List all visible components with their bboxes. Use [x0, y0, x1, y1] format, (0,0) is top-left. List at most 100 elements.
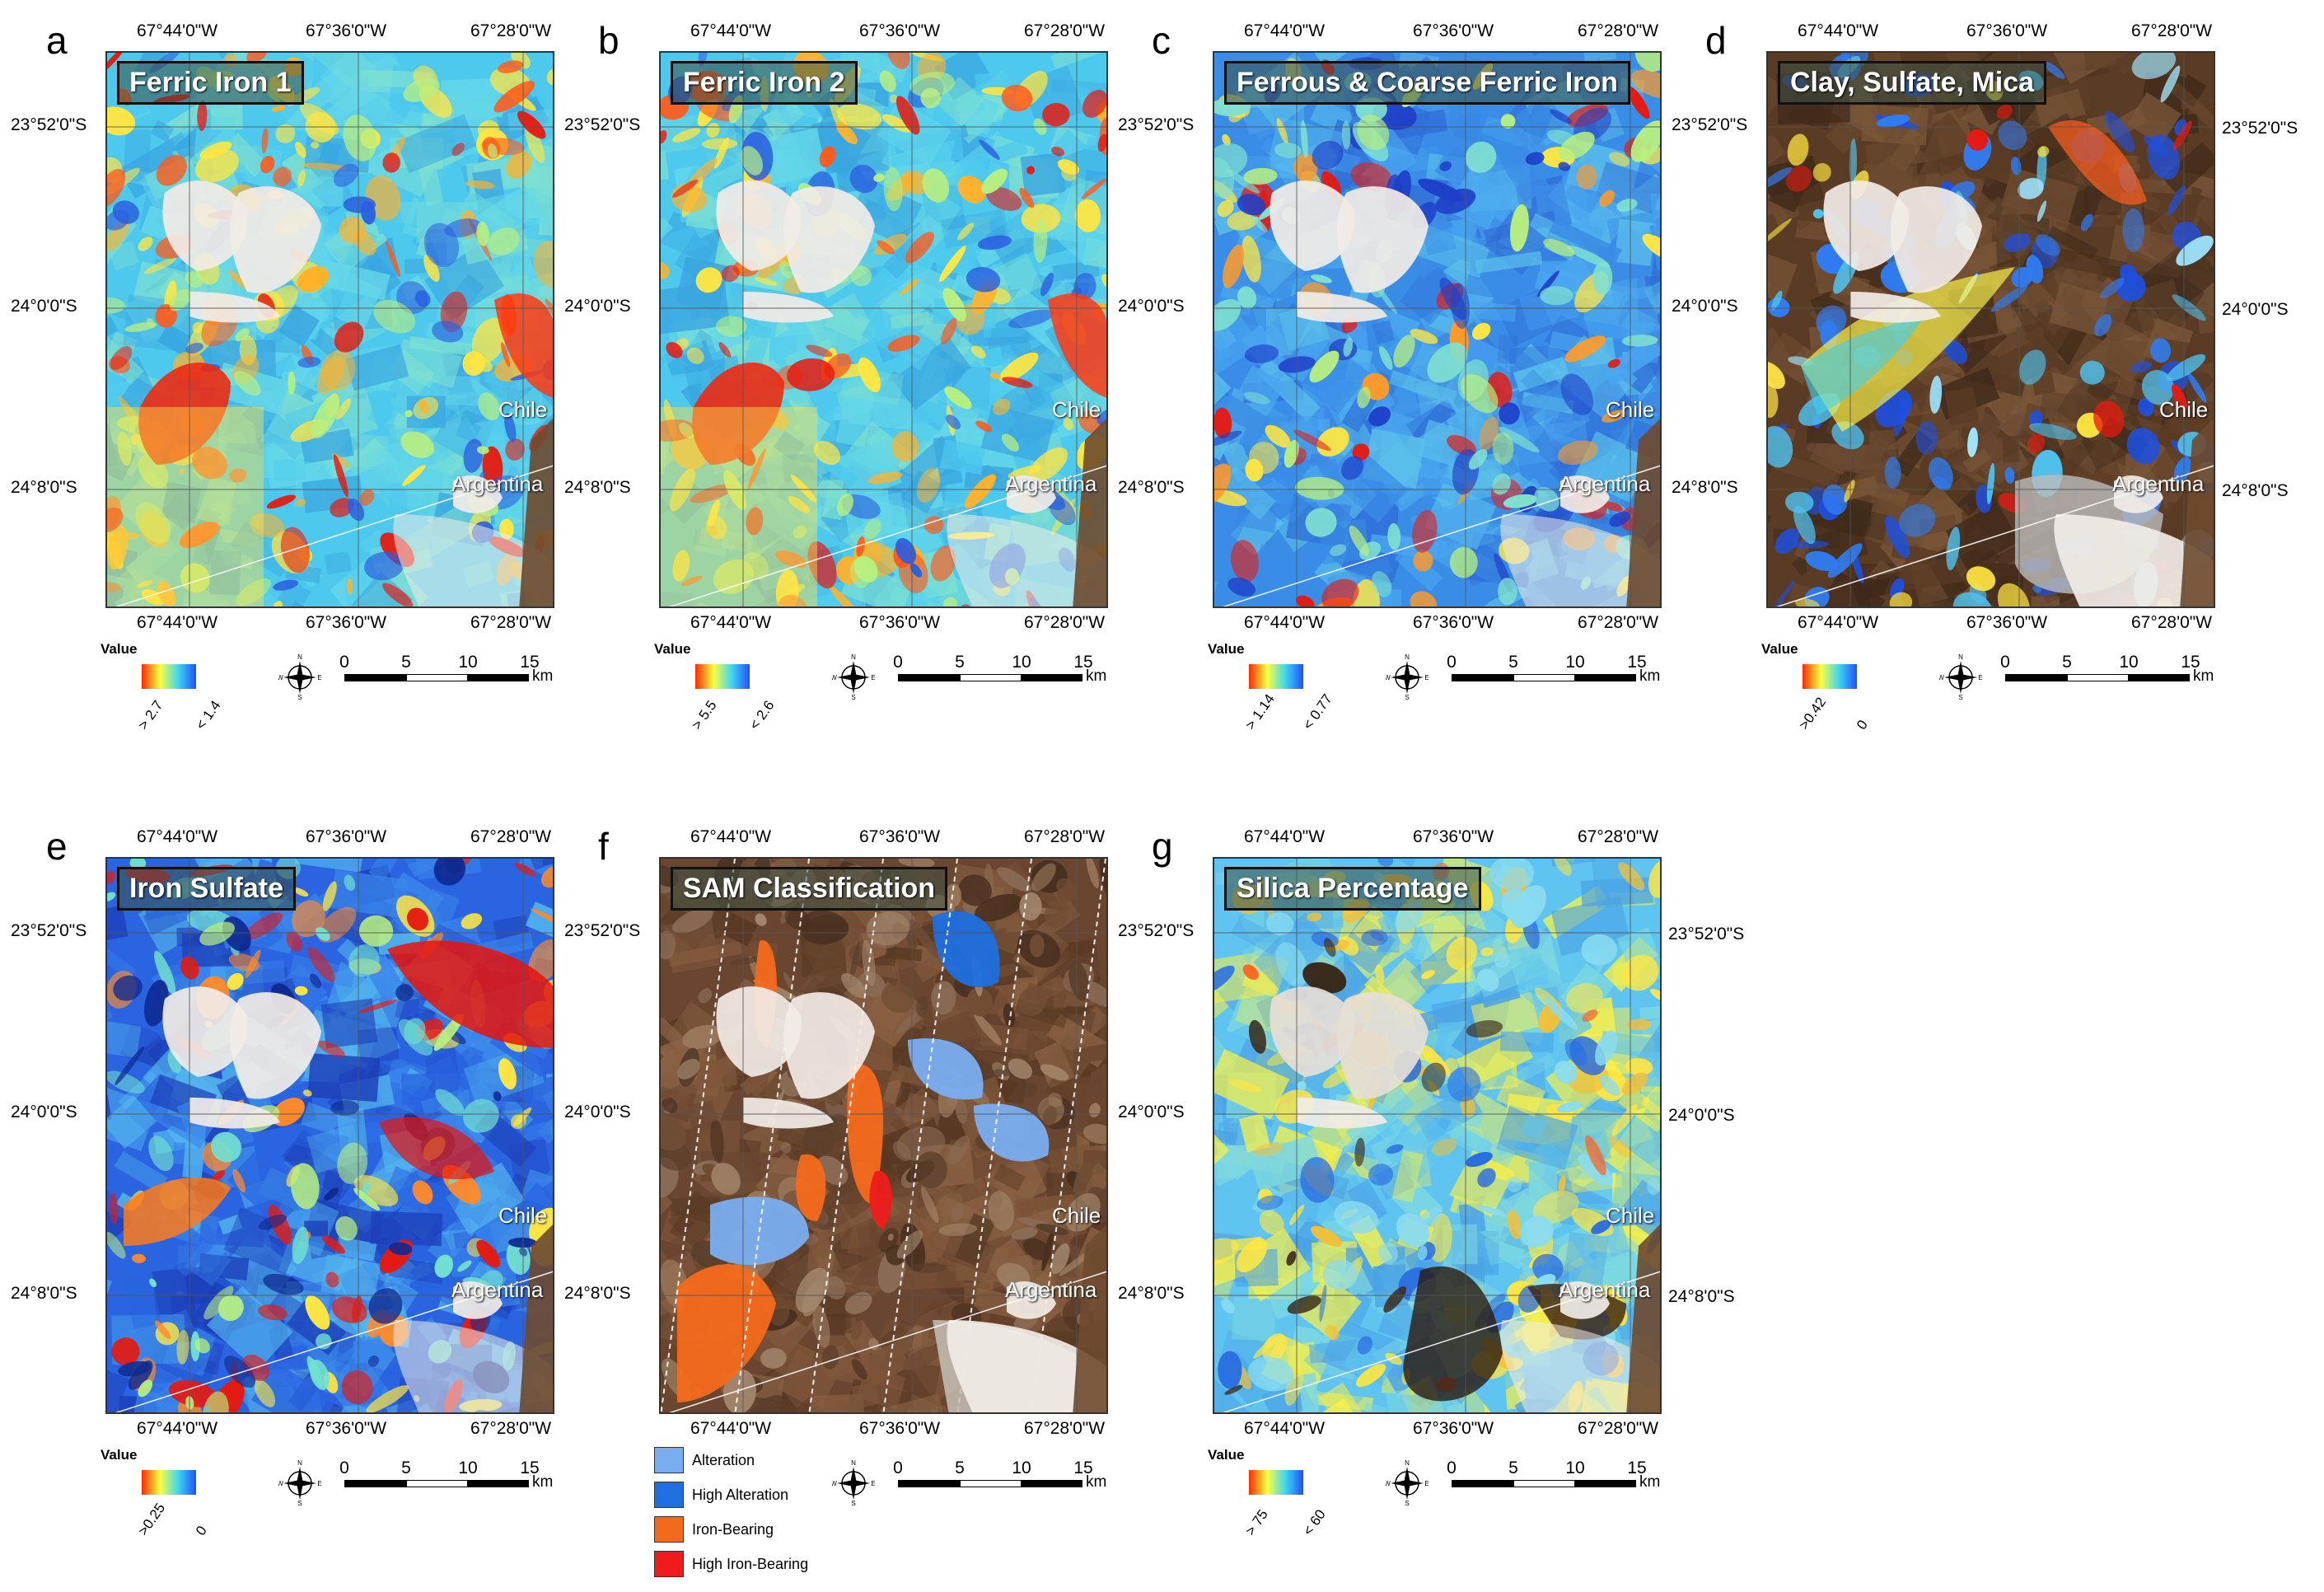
- map-title: Ferric Iron 2: [671, 61, 858, 105]
- bottom-lon-tick: 67°36'0"W: [1413, 613, 1494, 632]
- sam-legend-item: Iron-Bearing: [654, 1516, 774, 1543]
- scale-segment: [1575, 1480, 1636, 1487]
- scale-label: 10: [1565, 653, 1585, 672]
- place-label-argentina: Argentina: [1005, 1277, 1097, 1302]
- legend-title: Value: [101, 641, 138, 657]
- legend-title: Value: [1208, 1447, 1245, 1463]
- map-title: Ferric Iron 1: [117, 61, 304, 105]
- left-lat-tick: 24°8'0"S: [564, 478, 631, 497]
- scale-label: 5: [955, 1459, 965, 1477]
- svg-text:E: E: [1424, 674, 1429, 681]
- scale-label: 15: [1073, 653, 1093, 672]
- map-panel-a: Ferric Iron 1 Chile Argentina: [105, 51, 554, 608]
- sam-legend-label: High Iron-Bearing: [692, 1555, 809, 1572]
- scale-label: 10: [458, 653, 478, 672]
- panel-letter: g: [1152, 825, 1173, 868]
- left-lat-tick: 23°52'0"S: [564, 921, 641, 940]
- place-label-chile: Chile: [2159, 397, 2209, 422]
- top-lon-tick: 67°44'0"W: [1244, 21, 1326, 40]
- place-label-argentina: Argentina: [2112, 471, 2205, 496]
- svg-text:W: W: [832, 674, 837, 681]
- legend-high-label: > 2.7: [135, 697, 166, 733]
- color-ramp: [1803, 664, 1857, 689]
- svg-text:E: E: [871, 1480, 875, 1487]
- top-lon-tick: 67°36'0"W: [1413, 827, 1494, 846]
- svg-text:N: N: [297, 1459, 302, 1467]
- raster-image: [107, 859, 553, 1412]
- svg-text:S: S: [297, 694, 302, 700]
- sam-legend-item: High Iron-Bearing: [654, 1551, 808, 1577]
- scale-segment: [406, 674, 468, 681]
- raster-image: [661, 53, 1106, 606]
- bottom-lon-tick: 67°44'0"W: [137, 1419, 218, 1438]
- left-lat-tick: 24°0'0"S: [564, 297, 631, 316]
- map-panel-e: Iron Sulfate Chile Argentina: [105, 857, 554, 1414]
- place-label-argentina: Argentina: [1005, 471, 1097, 496]
- svg-text:S: S: [851, 1500, 855, 1506]
- right-lat-tick: 23°52'0"S: [2222, 119, 2298, 138]
- scale-unit: km: [532, 1473, 554, 1491]
- scale-bar: 0 5 10 15 km: [893, 653, 1112, 689]
- scale-segment: [1513, 1480, 1575, 1487]
- color-ramp: [695, 664, 750, 689]
- left-lat-tick: 23°52'0"S: [1118, 115, 1195, 134]
- map-raster: Ferric Iron 2 Chile Argentina: [659, 51, 1108, 608]
- scale-label: 5: [401, 653, 411, 672]
- scale-label: 5: [401, 1459, 411, 1477]
- sam-legend-label: High Alteration: [692, 1486, 789, 1503]
- panel-letter: c: [1152, 19, 1171, 62]
- raster-image: [1214, 53, 1660, 606]
- legend-low-label: < 60: [1300, 1506, 1329, 1538]
- scale-bar: 0 5 10 15 km: [2000, 653, 2219, 689]
- left-lat-tick: 24°0'0"S: [1672, 297, 1738, 316]
- svg-text:W: W: [1939, 674, 1944, 681]
- place-label-argentina: Argentina: [451, 471, 544, 496]
- map-title: Ferrous & Coarse Ferric Iron: [1224, 61, 1630, 105]
- scale-label: 5: [1508, 1459, 1518, 1477]
- map-panel-b: Ferric Iron 2 Chile Argentina: [659, 51, 1108, 608]
- top-lon-tick: 67°36'0"W: [1413, 21, 1494, 40]
- legend-high-label: >0.42: [1796, 694, 1830, 733]
- bottom-lon-tick: 67°36'0"W: [859, 613, 941, 632]
- left-lat-tick: 23°52'0"S: [564, 115, 641, 134]
- legend-low-label: 0: [193, 1523, 210, 1538]
- left-lat-tick: 24°8'0"S: [1118, 1284, 1185, 1303]
- legend-high-label: > 75: [1242, 1506, 1271, 1538]
- bottom-lon-tick: 67°28'0"W: [1024, 1419, 1106, 1438]
- color-ramp: [142, 1470, 196, 1495]
- scale-label: 15: [2181, 653, 2200, 672]
- scale-bar: 0 5 10 15 km: [339, 1459, 559, 1495]
- svg-text:S: S: [1958, 694, 1962, 700]
- scale-label: 0: [339, 653, 349, 672]
- scale-label: 5: [955, 653, 965, 672]
- left-lat-tick: 24°0'0"S: [1118, 297, 1185, 316]
- scale-label: 10: [1012, 653, 1031, 672]
- scale-segment: [1575, 674, 1636, 681]
- top-lon-tick: 67°44'0"W: [690, 827, 772, 846]
- svg-text:N: N: [851, 1459, 856, 1467]
- bottom-lon-tick: 67°28'0"W: [2131, 613, 2213, 632]
- scale-label: 10: [1012, 1459, 1031, 1477]
- north-arrow-icon: N S E W: [1938, 653, 1982, 701]
- raster-image: [1214, 859, 1660, 1412]
- sam-legend-swatch: [654, 1482, 684, 1508]
- map-title: Silica Percentage: [1224, 867, 1481, 911]
- scale-label: 0: [1447, 653, 1457, 672]
- top-lon-tick: 67°36'0"W: [306, 827, 387, 846]
- scale-label: 5: [2062, 653, 2072, 672]
- scale-segment: [960, 674, 1022, 681]
- raster-image: [107, 53, 553, 606]
- place-label-chile: Chile: [498, 397, 548, 422]
- north-arrow-icon: N S E W: [277, 653, 321, 701]
- place-label-chile: Chile: [498, 1203, 548, 1228]
- raster-image: [1768, 53, 2214, 606]
- legend-low-label: < 1.4: [193, 697, 224, 733]
- right-lat-tick: 24°0'0"S: [1668, 1106, 1735, 1125]
- top-lon-tick: 67°28'0"W: [1578, 827, 1659, 846]
- svg-text:W: W: [278, 1480, 283, 1487]
- scale-label: 0: [2000, 653, 2010, 672]
- scale-segment: [344, 674, 406, 681]
- svg-text:S: S: [297, 1500, 302, 1506]
- left-lat-tick: 24°8'0"S: [564, 1284, 631, 1303]
- north-arrow-icon: N S E W: [1384, 653, 1429, 701]
